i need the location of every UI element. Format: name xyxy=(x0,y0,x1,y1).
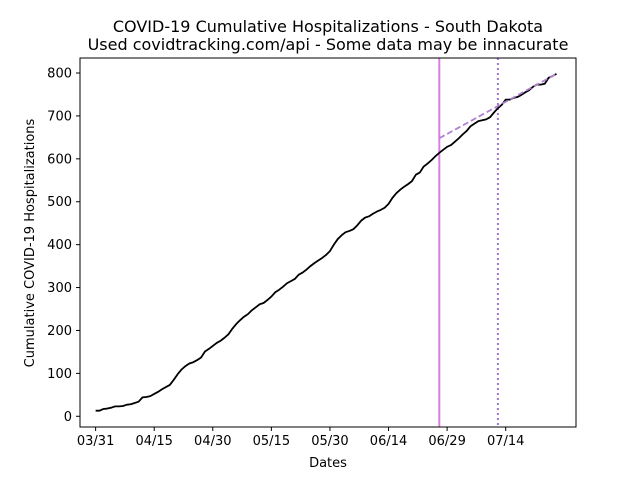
y-tick-label: 100 xyxy=(47,367,72,382)
y-tick-label: 700 xyxy=(47,109,72,124)
y-tick-label: 500 xyxy=(47,195,72,210)
x-tick-label: 05/15 xyxy=(253,434,290,449)
x-tick-label: 03/31 xyxy=(77,434,114,449)
series-projection-line xyxy=(438,73,557,140)
series-actual-line xyxy=(95,73,557,412)
chart-title: COVID-19 Cumulative Hospitalizations - S… xyxy=(113,17,543,36)
x-tick-label: 06/14 xyxy=(370,434,407,449)
x-tick-label: 06/29 xyxy=(428,434,465,449)
y-tick-label: 200 xyxy=(47,324,72,339)
x-tick-label: 05/30 xyxy=(311,434,348,449)
y-tick-label: 400 xyxy=(47,238,72,253)
y-tick-label: 300 xyxy=(47,281,72,296)
x-tick-label: 07/14 xyxy=(487,434,524,449)
plot-area xyxy=(95,58,557,427)
y-tick-label: 600 xyxy=(47,152,72,167)
x-tick-label: 04/15 xyxy=(135,434,172,449)
y-axis: 0 100 200 300 400 500 600 700 800 xyxy=(47,67,80,425)
x-axis-label: Dates xyxy=(309,456,347,471)
chart-subtitle: Used covidtracking.com/api - Some data m… xyxy=(88,35,569,54)
x-axis: 03/31 04/15 04/30 05/15 05/30 06/14 06/29 07/14 xyxy=(77,427,524,449)
x-tick-label: 04/30 xyxy=(194,434,231,449)
y-axis-label: Cumulative COVID-19 Hospitalizations xyxy=(23,118,38,367)
y-tick-label: 800 xyxy=(47,67,72,82)
plot-frame xyxy=(79,57,577,428)
y-tick-label: 0 xyxy=(64,410,72,425)
